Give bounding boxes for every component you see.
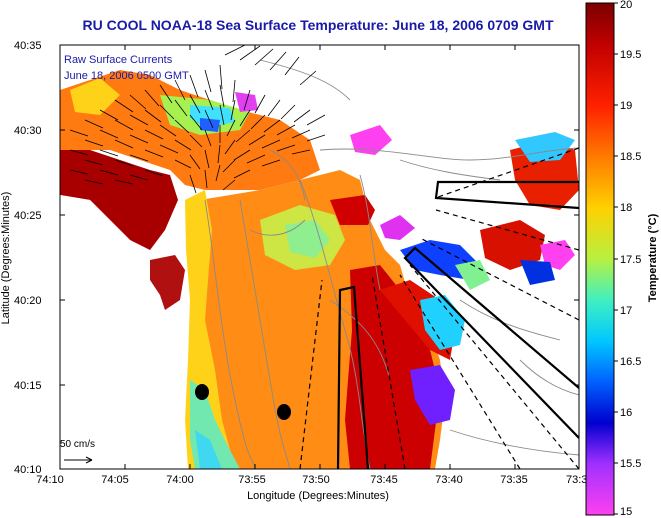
- track-box-north: [434, 180, 579, 210]
- sst-front-blue-2: [520, 260, 555, 285]
- colorbar: 20 19.5 19 18.5 18 17.5 17 16.5 16 15.5 …: [585, 0, 659, 518]
- colorbar-tick-label: 18.5: [620, 151, 641, 163]
- x-tick-label: 73:45: [370, 474, 398, 486]
- x-tick-label: 74:05: [101, 474, 129, 486]
- currents-timestamp: June 18, 2006 0500 GMT: [64, 70, 189, 82]
- bathymetry-contours: [204, 59, 579, 469]
- colorbar-tick-label: 16: [620, 407, 632, 419]
- land-long-island: [210, 45, 579, 130]
- x-axis: 74:10 74:05 74:00 73:55 73:50 73:45 73:4…: [36, 45, 587, 502]
- colorbar-tick-label: 19.5: [620, 49, 641, 61]
- current-vectors: [69, 45, 326, 194]
- currents-label: Raw Surface Currents: [64, 54, 173, 66]
- x-tick-label: 74:00: [166, 474, 194, 486]
- track-box-south: [403, 246, 579, 439]
- y-tick-label: 40:10: [14, 464, 42, 476]
- colorbar-tick-label: 19: [620, 100, 632, 112]
- sampling-tracks: [299, 147, 579, 469]
- sst-front-red-1: [330, 195, 375, 225]
- sst-field-cyan-spot: [195, 430, 222, 469]
- sst-front-green-1: [455, 260, 490, 290]
- x-tick-label: 74:10: [36, 474, 64, 486]
- colorbar-tick-label: 18: [620, 202, 632, 214]
- y-tick-label: 40:35: [14, 40, 42, 52]
- sst-field-harbor-blue: [200, 118, 220, 132]
- sst-front-magenta-1: [380, 215, 415, 240]
- y-tick-label: 40:30: [14, 125, 42, 137]
- x-tick-label: 73:50: [302, 474, 330, 486]
- x-tick-label: 73:40: [435, 474, 463, 486]
- colorbar-tick-label: 17: [620, 305, 632, 317]
- sst-field-cyan-patch: [285, 220, 330, 258]
- x-tick-label: 73:3: [566, 474, 587, 486]
- land-new-jersey: [60, 195, 185, 469]
- scale-arrow: [64, 456, 93, 464]
- y-tick-label: 40:15: [14, 380, 42, 392]
- y-axis-label: Latitude (Degrees:Minutes): [0, 192, 12, 325]
- colorbar-label: Temperature (°C): [647, 213, 659, 302]
- sst-front-magenta-2: [350, 125, 392, 155]
- colorbar-gradient: [585, 2, 615, 516]
- station-marker-west: [195, 384, 209, 400]
- station-marker-east: [277, 404, 291, 420]
- colorbar-tick-label: 15: [620, 506, 632, 518]
- y-axis: 40:35 40:30 40:25 40:20 40:15 40:10 Lati…: [0, 40, 579, 476]
- x-axis-label: Longitude (Degrees:Minutes): [247, 490, 389, 502]
- colorbar-tick-label: 16.5: [620, 356, 641, 368]
- sst-field-harbor-yellow: [70, 78, 120, 115]
- map-area: [60, 45, 579, 469]
- x-tick-label: 73:35: [500, 474, 528, 486]
- sst-front-purple-1: [410, 365, 455, 425]
- colorbar-tick-label: 17.5: [620, 254, 641, 266]
- sst-field-bay-lower: [150, 255, 185, 310]
- x-tick-label: 73:55: [238, 474, 266, 486]
- colorbar-tick-label: 15.5: [620, 458, 641, 470]
- track-line-vertical: [336, 285, 370, 469]
- y-tick-label: 40:20: [14, 295, 42, 307]
- sst-front-red-4: [480, 220, 545, 270]
- figure-title: RU COOL NOAA-18 Sea Surface Temperature:…: [83, 17, 554, 33]
- y-tick-label: 40:25: [14, 210, 42, 222]
- sst-field-bay: [60, 150, 178, 250]
- colorbar-tick-label: 20: [620, 0, 632, 11]
- scale-label: 50 cm/s: [60, 439, 95, 450]
